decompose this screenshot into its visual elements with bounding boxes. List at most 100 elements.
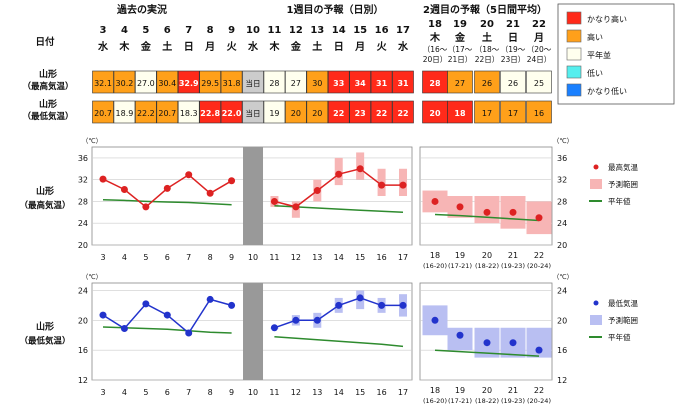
max-row-cell	[526, 70, 552, 94]
max-row-label-station: 山形	[39, 68, 57, 80]
max-row-cell-value: 34	[355, 79, 367, 88]
max-row-label-kind: （最高気温）	[22, 81, 73, 92]
max-row-cell-value: 30	[312, 79, 322, 88]
min-xtick: 9	[229, 388, 234, 397]
max-weekly-point	[509, 208, 517, 216]
day-number: 17	[396, 25, 410, 36]
min-weekly-point	[535, 346, 543, 354]
max-row-cell	[392, 70, 414, 94]
day-number: 10	[246, 25, 260, 36]
max-xtick: 12	[291, 253, 301, 262]
max-ytick-left: 28	[78, 197, 88, 206]
weekday-label: 金	[140, 40, 152, 53]
max-row-cell-value: 32.9	[179, 79, 199, 88]
min-xtick-weekly: 20	[482, 386, 492, 395]
max-xtick: 17	[398, 253, 408, 262]
max-row-cell	[92, 70, 114, 94]
min-row-cell	[327, 100, 350, 124]
weekday-label: 火	[227, 41, 238, 53]
max-xtick: 3	[100, 253, 105, 262]
min-row-cell-value: 22.2	[137, 109, 155, 118]
day-number: 13	[310, 25, 324, 36]
week2-weekday: 土	[482, 31, 492, 44]
max-xtick-weekly: 21	[508, 251, 518, 260]
max-row-cell-value: 26	[508, 79, 518, 88]
week2-day-number: 18	[428, 19, 442, 30]
min-weekly-point	[509, 339, 517, 347]
section-week2: 2週目の予報（5日間平均）	[423, 3, 547, 16]
max-xtick: 4	[122, 253, 127, 262]
min-row-cell-value: 22.0	[222, 109, 242, 118]
min-row-cell	[370, 100, 393, 124]
min-forecast-point	[335, 301, 343, 309]
day-number: 3	[100, 25, 107, 36]
day-number: 15	[353, 25, 367, 36]
max-row-cell	[220, 70, 243, 94]
min-xtick-weekly: 22	[534, 386, 544, 395]
min-row-cell-value: 22	[333, 109, 344, 118]
min-row-cell	[526, 100, 552, 124]
week2-weekday: 金	[454, 31, 466, 44]
min-row-label-kind: （最低気温）	[22, 111, 73, 122]
max-ytick-right: 28	[557, 197, 567, 206]
min-xtick: 6	[165, 388, 170, 397]
max-legend-range-label: 予測範囲	[608, 179, 638, 189]
min-row-cell	[199, 100, 221, 124]
day-number: 6	[164, 25, 171, 36]
min-xtick: 3	[100, 388, 105, 397]
min-xtick: 15	[355, 388, 365, 397]
week2-day-number: 20	[480, 19, 494, 30]
max-row-cell	[263, 70, 286, 94]
max-ytick-left: 36	[78, 154, 88, 163]
min-observed-point	[142, 300, 150, 308]
max-legend-point-marker	[593, 164, 599, 170]
min-row-cell-value: 23	[355, 109, 366, 118]
week2-range-end: 21日）	[448, 55, 473, 64]
max-row-cell-value: 27	[291, 79, 301, 88]
min-observed-point	[206, 295, 214, 303]
max-row-cell-value: 27.0	[137, 79, 155, 88]
max-forecast-point	[335, 170, 343, 178]
weekday-label: 土	[162, 40, 172, 53]
max-row-cell	[156, 70, 179, 94]
min-row-cell-value: 20.7	[94, 109, 112, 118]
category-legend-swatch	[566, 29, 582, 43]
min-row-cell-value: 16	[534, 109, 544, 118]
min-forecast-point	[292, 316, 300, 324]
min-normal-line	[274, 335, 404, 348]
max-observed-point	[228, 177, 236, 185]
min-row-cell-value: 20.7	[158, 109, 176, 118]
max-ytick-left: 24	[78, 219, 88, 228]
max-row-cell-value: 30.4	[158, 79, 176, 88]
min-xtick-weekly: 19	[455, 386, 465, 395]
day-number: 8	[207, 25, 214, 36]
day-number: 7	[185, 25, 192, 36]
min-row-cell-value: 22.8	[200, 109, 220, 118]
max-observed-point	[99, 175, 107, 183]
max-row-cell	[285, 70, 307, 94]
week2-day-number: 19	[453, 19, 467, 30]
max-row-cell-value: 31.8	[223, 79, 241, 88]
section-past: 過去の実況	[116, 3, 167, 16]
max-xtick: 10	[248, 253, 258, 262]
category-legend-label: 高い	[587, 32, 603, 42]
min-row-cell	[242, 100, 264, 124]
min-row-cell	[447, 100, 473, 124]
max-row-cell	[242, 70, 264, 94]
max-observed-point	[163, 184, 171, 192]
min-ytick-left: 12	[78, 376, 88, 385]
min-forecast-point	[378, 301, 386, 309]
min-row-cell	[135, 100, 157, 124]
min-row-cell-value: 20	[291, 109, 301, 118]
min-row-label-station: 山形	[39, 98, 57, 110]
max-row-cell-value: 25	[534, 79, 544, 88]
category-legend-label: かなり低い	[587, 86, 627, 96]
day-number: 12	[289, 25, 303, 36]
max-unit-right: （℃）	[553, 137, 573, 145]
weekday-label: 土	[312, 40, 322, 53]
max-observed-point	[120, 185, 128, 193]
min-ytick-left: 24	[78, 286, 88, 295]
max-row-cell	[113, 70, 136, 94]
weekday-label: 水	[97, 40, 109, 53]
min-row-cell-value: 20	[312, 109, 322, 118]
